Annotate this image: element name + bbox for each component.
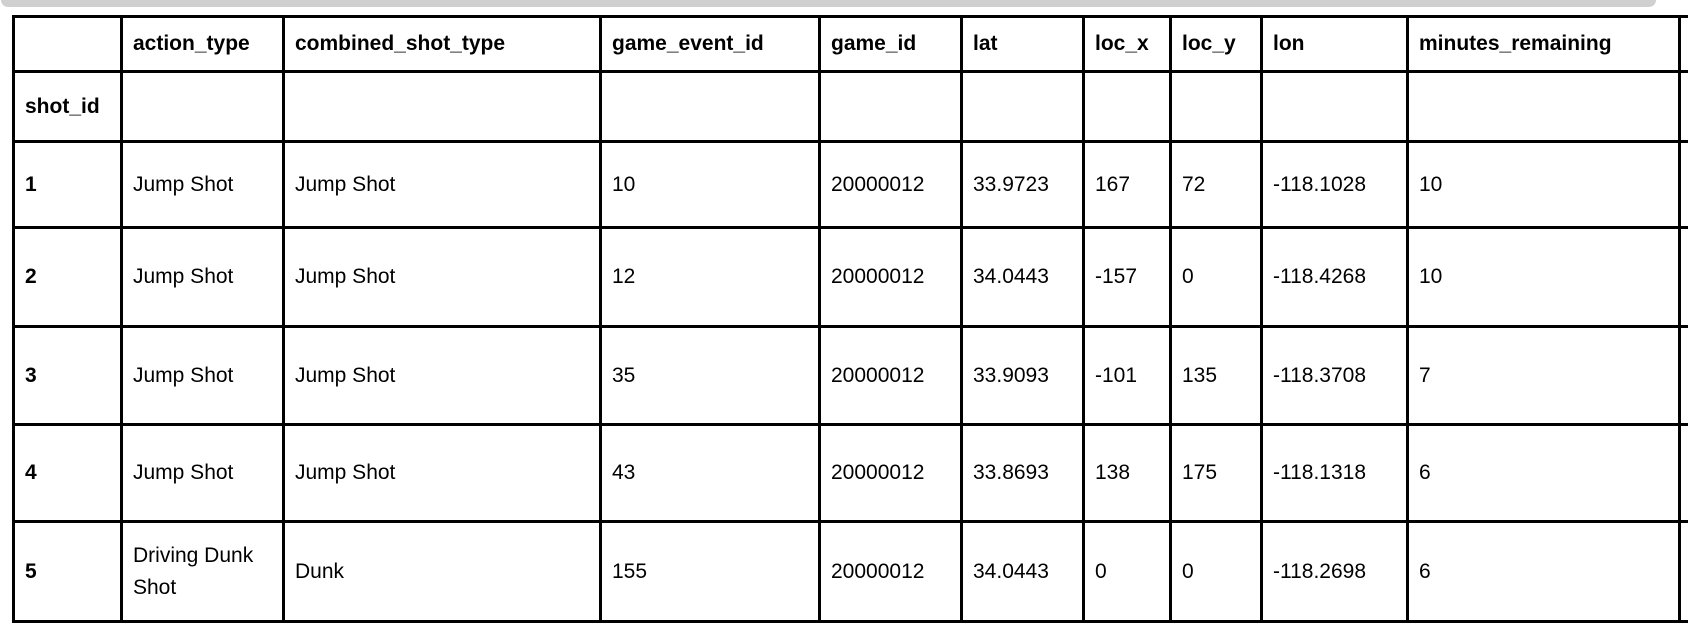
index-name-row: shot_id xyxy=(12,70,1688,143)
cell-clipped xyxy=(1678,226,1688,328)
cell-game-event-id: 35 xyxy=(599,325,821,426)
table-row: 5 Driving Dunk Shot Dunk 155 20000012 34… xyxy=(12,520,1688,623)
cell-game-id: 20000012 xyxy=(818,325,963,426)
cell-lat: 33.8693 xyxy=(960,423,1085,523)
cell-lon: -118.3708 xyxy=(1260,325,1409,426)
cell-combined-shot-type: Jump Shot xyxy=(282,226,602,328)
cell-action-type: Jump Shot xyxy=(120,140,285,229)
col-header-lat: lat xyxy=(960,15,1085,73)
cell-lat: 33.9093 xyxy=(960,325,1085,426)
cell-clipped xyxy=(1678,423,1688,523)
cell-loc-y: 72 xyxy=(1169,140,1263,229)
cell-lon: -118.4268 xyxy=(1260,226,1409,328)
cell-combined-shot-type: Dunk xyxy=(282,520,602,623)
cell-game-event-id: 10 xyxy=(599,140,821,229)
cell-game-id: 20000012 xyxy=(818,520,963,623)
cell-loc-x: 138 xyxy=(1082,423,1172,523)
cell-game-event-id: 155 xyxy=(599,520,821,623)
cell-minutes-remaining: 7 xyxy=(1406,325,1681,426)
col-header-combined-shot-type: combined_shot_type xyxy=(282,15,602,73)
cell-game-id: 20000012 xyxy=(818,140,963,229)
table-row: 3 Jump Shot Jump Shot 35 20000012 33.909… xyxy=(12,325,1688,426)
cell-game-id: 20000012 xyxy=(818,226,963,328)
index-cell: 5 xyxy=(12,520,123,623)
cell-lon: -118.1028 xyxy=(1260,140,1409,229)
cell-minutes-remaining: 6 xyxy=(1406,520,1681,623)
cell-clipped xyxy=(1678,325,1688,426)
cell-action-type: Jump Shot xyxy=(120,325,285,426)
cell-action-type: Driving Dunk Shot xyxy=(120,520,285,623)
index-cell: 1 xyxy=(12,140,123,229)
cell-loc-x: 167 xyxy=(1082,140,1172,229)
cell-clipped xyxy=(1678,520,1688,623)
cell-loc-y: 0 xyxy=(1169,226,1263,328)
dataframe-table: action_type combined_shot_type game_even… xyxy=(12,15,1688,623)
table-row: 1 Jump Shot Jump Shot 10 20000012 33.972… xyxy=(12,140,1688,229)
cell-combined-shot-type: Jump Shot xyxy=(282,423,602,523)
cell-lat: 34.0443 xyxy=(960,226,1085,328)
col-header-action-type: action_type xyxy=(120,15,285,73)
cell-lat: 34.0443 xyxy=(960,520,1085,623)
index-name-label: shot_id xyxy=(12,70,123,143)
cell-loc-y: 175 xyxy=(1169,423,1263,523)
index-cell: 3 xyxy=(12,325,123,426)
cell-loc-y: 135 xyxy=(1169,325,1263,426)
cell-minutes-remaining: 10 xyxy=(1406,140,1681,229)
cell-lon: -118.2698 xyxy=(1260,520,1409,623)
cell-game-event-id: 12 xyxy=(599,226,821,328)
cell-lat: 33.9723 xyxy=(960,140,1085,229)
col-header-minutes-remaining: minutes_remaining xyxy=(1406,15,1681,73)
index-cell: 2 xyxy=(12,226,123,328)
index-cell: 4 xyxy=(12,423,123,523)
cell-minutes-remaining: 6 xyxy=(1406,423,1681,523)
table-row: 4 Jump Shot Jump Shot 43 20000012 33.869… xyxy=(12,423,1688,523)
table-row: 2 Jump Shot Jump Shot 12 20000012 34.044… xyxy=(12,226,1688,328)
code-cell-bottom-edge xyxy=(1,0,1656,7)
cell-game-event-id: 43 xyxy=(599,423,821,523)
cell-clipped xyxy=(1678,140,1688,229)
col-header-clipped xyxy=(1678,15,1688,73)
cell-game-id: 20000012 xyxy=(818,423,963,523)
cell-loc-x: 0 xyxy=(1082,520,1172,623)
col-header-game-event-id: game_event_id xyxy=(599,15,821,73)
header-row: action_type combined_shot_type game_even… xyxy=(12,15,1688,73)
cell-action-type: Jump Shot xyxy=(120,226,285,328)
col-header-game-id: game_id xyxy=(818,15,963,73)
cell-action-type: Jump Shot xyxy=(120,423,285,523)
cell-loc-x: -101 xyxy=(1082,325,1172,426)
cell-minutes-remaining: 10 xyxy=(1406,226,1681,328)
cell-combined-shot-type: Jump Shot xyxy=(282,140,602,229)
cell-loc-x: -157 xyxy=(1082,226,1172,328)
cell-combined-shot-type: Jump Shot xyxy=(282,325,602,426)
col-header-lon: lon xyxy=(1260,15,1409,73)
cell-loc-y: 0 xyxy=(1169,520,1263,623)
col-header-loc-y: loc_y xyxy=(1169,15,1263,73)
col-header-loc-x: loc_x xyxy=(1082,15,1172,73)
cell-lon: -118.1318 xyxy=(1260,423,1409,523)
index-header-blank xyxy=(12,15,123,73)
